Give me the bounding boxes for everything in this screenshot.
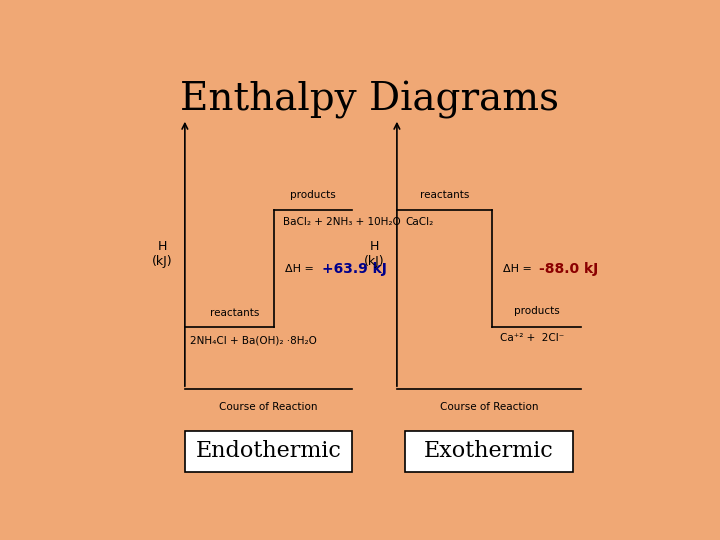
- Text: Enthalpy Diagrams: Enthalpy Diagrams: [179, 82, 559, 119]
- Text: Endothermic: Endothermic: [196, 441, 341, 462]
- Text: 2NH₄Cl + Ba(OH)₂ ·8H₂O: 2NH₄Cl + Ba(OH)₂ ·8H₂O: [190, 335, 318, 345]
- Text: reactants: reactants: [420, 190, 469, 200]
- Text: -88.0 kJ: -88.0 kJ: [539, 261, 598, 275]
- Text: +63.9 kJ: +63.9 kJ: [322, 261, 387, 275]
- Text: products: products: [513, 306, 559, 316]
- Text: Ca⁺² +  2Cl⁻: Ca⁺² + 2Cl⁻: [500, 333, 564, 343]
- Text: Course of Reaction: Course of Reaction: [440, 402, 539, 411]
- Text: products: products: [290, 190, 336, 200]
- Text: Course of Reaction: Course of Reaction: [220, 402, 318, 411]
- Text: ΔH =: ΔH =: [285, 264, 318, 274]
- FancyBboxPatch shape: [405, 431, 572, 472]
- Text: H
(kJ): H (kJ): [364, 240, 385, 268]
- Text: H
(kJ): H (kJ): [152, 240, 173, 268]
- Text: reactants: reactants: [210, 308, 260, 319]
- Text: CaCl₂: CaCl₂: [405, 217, 433, 227]
- Text: BaCl₂ + 2NH₃ + 10H₂O: BaCl₂ + 2NH₃ + 10H₂O: [282, 217, 400, 227]
- Text: Exothermic: Exothermic: [424, 441, 554, 462]
- Text: ΔH =: ΔH =: [503, 264, 535, 274]
- FancyBboxPatch shape: [185, 431, 352, 472]
